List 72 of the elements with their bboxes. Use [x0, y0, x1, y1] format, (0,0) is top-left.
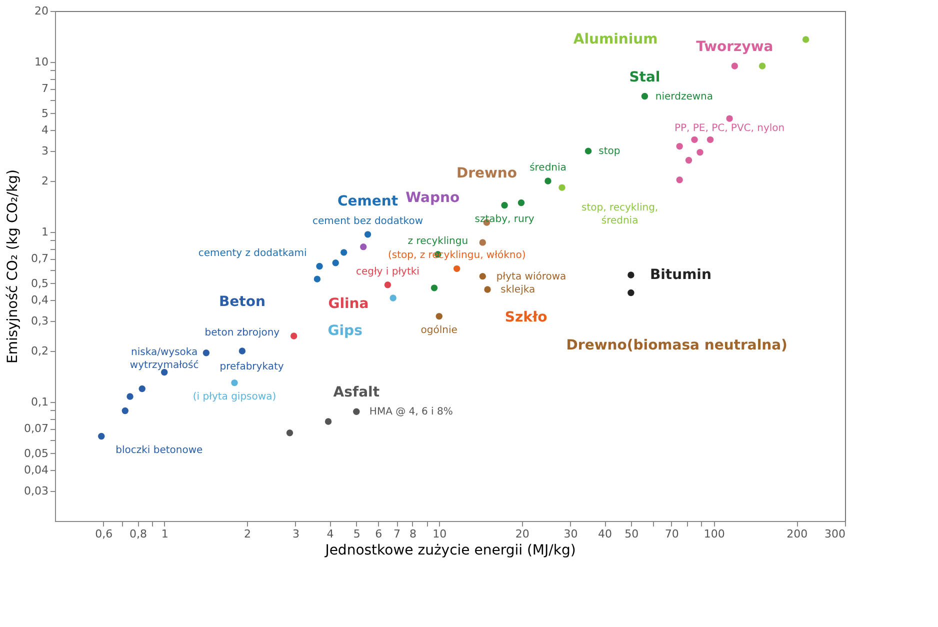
y-tick-label: 1 [42, 226, 48, 239]
x-tick-label: 30 [564, 528, 578, 540]
text: Szkło [504, 310, 548, 326]
y-tick-label: 0,2 [31, 344, 48, 358]
y-tick-label: 5 [42, 106, 48, 120]
y-tick-label: 0,1 [31, 396, 48, 409]
data-label: (stop, z recyklingu, włókno) [388, 250, 526, 262]
x-tick-label: 5 [353, 528, 360, 540]
series-label: Stal [629, 69, 660, 86]
y-tick-label: 0,05 [24, 446, 48, 460]
x-tick-label: 1 [161, 528, 168, 540]
x-tick-label: 8 [409, 528, 416, 540]
x-tick-label: 3 [292, 528, 300, 540]
x-tick-label: 300 [824, 528, 846, 540]
data-label: (i płyta gipsowa) [192, 391, 276, 402]
data-label: PP, PE, PC, PVC, nylon [674, 123, 785, 134]
x-axis-title: Jednostkowe zużycie energii (MJ/kg) [324, 542, 576, 558]
y-tick-label: 3 [42, 144, 48, 158]
text: Wapno [406, 190, 460, 206]
y-tick-label: 7 [42, 82, 48, 96]
data-label: stop, recykling, średnia [581, 202, 658, 227]
y-tick-label: 20 [34, 4, 48, 18]
x-tick-label: 200 [786, 528, 808, 540]
x-tick-label: 6 [375, 528, 382, 540]
data-label: z recyklingu [408, 236, 468, 247]
y-tick-label: 4 [42, 123, 48, 136]
x-tick-label: 20 [515, 528, 530, 540]
data-label: średnia [530, 162, 566, 174]
data-label: cementy z dodatkami [198, 248, 307, 259]
y-tick-label: 10 [34, 56, 48, 69]
y-tick-label: 2 [42, 174, 48, 188]
x-tick-label: 0,8 [129, 528, 147, 540]
series-label: Tworzywa [696, 38, 774, 55]
y-tick-label: 0,5 [31, 276, 48, 290]
data-label: bloczki betonowe [116, 444, 203, 456]
text: Gips [328, 323, 362, 339]
data-label: nierdzewna [655, 91, 714, 102]
text: Beton [218, 294, 266, 310]
data-label: sklejka [500, 284, 536, 296]
data-label: HMA @ 4, 6 i 8% [369, 406, 453, 418]
data-label: cegły i płytki [356, 266, 420, 278]
series-label: Glina [328, 296, 369, 312]
series-label: Bitumin [650, 266, 712, 283]
y-tick-label: 0,03 [24, 484, 48, 498]
x-tick-label: 100 [704, 528, 725, 540]
x-tick-label: 2 [244, 528, 252, 540]
y-axis-title: Emisyjność CO₂ (kg CO₂/kg) [5, 169, 22, 364]
y-tick-label: 0,07 [24, 422, 48, 436]
series-label: Asfalt [333, 384, 380, 401]
data-label: prefabrykaty [220, 361, 284, 372]
data-label: ogólnie [420, 324, 458, 336]
y-tick-label: 0,4 [31, 293, 48, 306]
y-tick-label: 0,7 [31, 252, 48, 266]
x-tick-label: 4 [326, 528, 334, 540]
x-tick-label: 7 [394, 528, 401, 540]
data-label: płyta wiórowa [496, 271, 566, 282]
text: Cement [338, 193, 398, 210]
x-tick-label: 50 [624, 528, 639, 540]
x-tick-label: 70 [664, 528, 679, 540]
x-tick-label: 40 [598, 528, 612, 540]
data-label: stop [598, 146, 620, 158]
text: Drewno(biomasa neutralna) [566, 337, 788, 354]
data-label: beton zbrojony [204, 328, 280, 338]
data-label: cement bez dodatkow [312, 216, 424, 227]
x-tick-label: 0,6 [95, 528, 113, 540]
text: Drewno [456, 166, 518, 182]
data-label: niska/wysoka wytrzymałość [130, 347, 199, 372]
text: Aluminium [573, 31, 658, 48]
x-tick-label: 10 [432, 528, 447, 540]
data-label: sztaby, rury [474, 214, 534, 225]
y-tick-label: 0,04 [24, 463, 48, 476]
y-tick-label: 0,3 [31, 314, 48, 328]
